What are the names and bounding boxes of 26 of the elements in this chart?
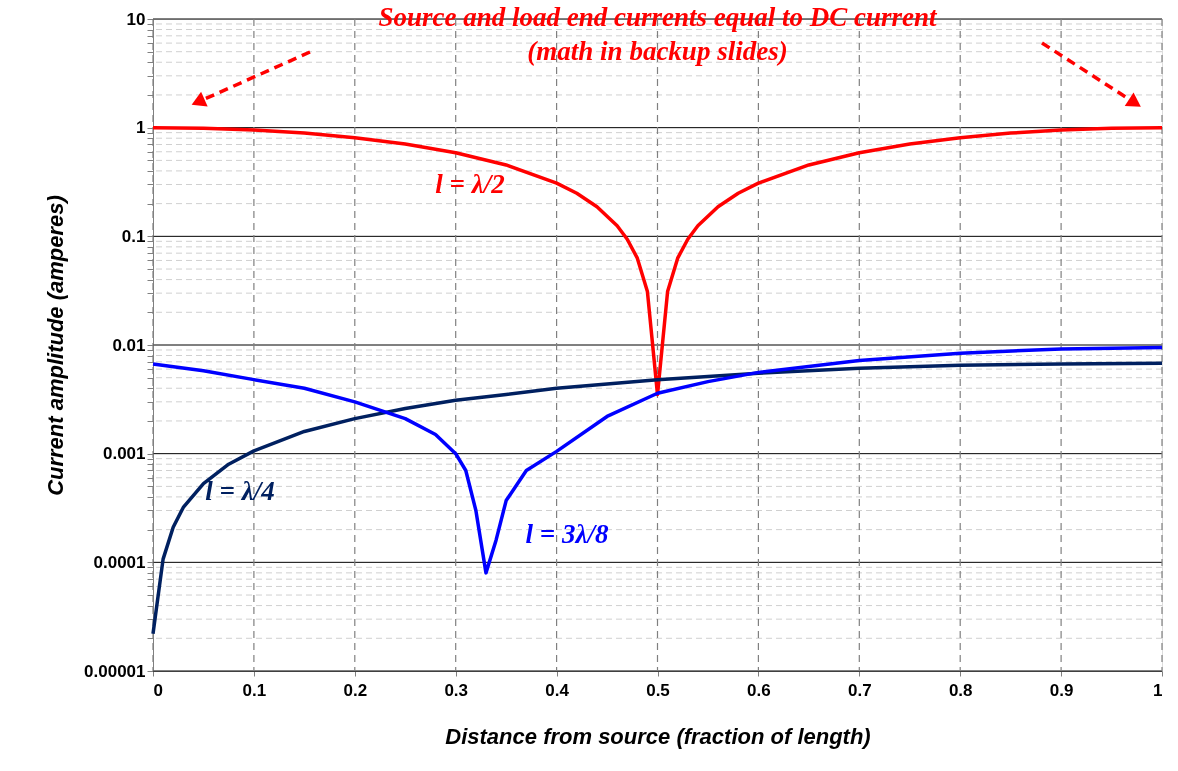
line-series bbox=[151, 361, 1164, 636]
x-tick-label: 0.8 bbox=[948, 680, 973, 700]
x-tick-label: 0.5 bbox=[646, 680, 670, 700]
x-tick-label: 0.1 bbox=[242, 680, 267, 700]
y-axis-title: Current amplitude (amperes) bbox=[43, 195, 69, 496]
series-label: l = λ/4 bbox=[205, 476, 275, 506]
x-tick-label: 0.2 bbox=[343, 680, 368, 700]
series-label: l = λ/2 bbox=[435, 169, 505, 199]
x-axis-title: Distance from source (fraction of length) bbox=[445, 723, 871, 749]
y-tick-label: 0.01 bbox=[112, 335, 146, 355]
x-tick-label: 0.7 bbox=[847, 680, 872, 700]
x-tick-label: 1 bbox=[1153, 680, 1163, 700]
y-tick-label: 0.00001 bbox=[84, 661, 146, 681]
x-tick-label: 0.6 bbox=[747, 680, 771, 700]
series-label: l = 3λ/8 bbox=[525, 519, 609, 549]
line-series bbox=[151, 345, 1164, 575]
x-tick-label: 0.9 bbox=[1049, 680, 1074, 700]
y-tick-label: 0.001 bbox=[102, 444, 146, 464]
x-tick-label: 0.3 bbox=[444, 680, 469, 700]
y-tick-label: 1 bbox=[136, 118, 146, 138]
x-tick-label: 0.4 bbox=[545, 680, 570, 700]
y-tick-label: 10 bbox=[126, 9, 146, 29]
line-series bbox=[151, 125, 1164, 397]
y-tick-label: 0.1 bbox=[121, 226, 146, 246]
y-tick-label: 0.0001 bbox=[93, 552, 146, 572]
x-tick-label: 0 bbox=[153, 680, 163, 700]
